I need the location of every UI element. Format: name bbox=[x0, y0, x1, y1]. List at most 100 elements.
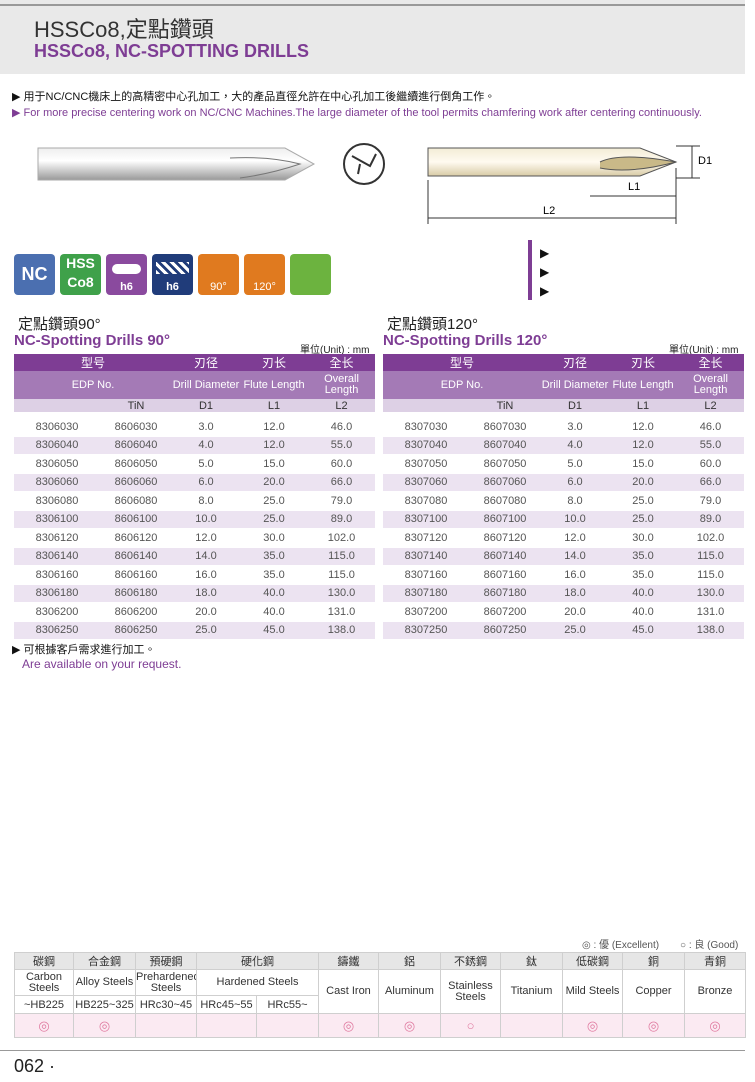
data-row: 8307160 8607160 16.0 35.0 115.0 bbox=[383, 565, 745, 585]
data-cell: 8307140 bbox=[383, 547, 469, 566]
data-cell: 46.0 bbox=[677, 418, 745, 437]
data-cell: 8306030 bbox=[14, 418, 100, 437]
icon-shank-shape bbox=[112, 264, 141, 274]
table-title-zh: 定點鑽頭120° bbox=[387, 316, 479, 333]
data-cell: 4.0 bbox=[172, 436, 241, 455]
table-title-en: NC-Spotting Drills 120° bbox=[383, 332, 548, 349]
data-cell: 60.0 bbox=[308, 454, 376, 474]
header-band bbox=[0, 0, 745, 74]
rating: ○ bbox=[440, 1013, 501, 1038]
data-cell: 8307040 bbox=[383, 436, 469, 455]
data-cell: 12.0 bbox=[609, 436, 678, 455]
data-cell: 3.0 bbox=[172, 418, 241, 437]
data-cell: 3.0 bbox=[541, 418, 610, 437]
data-cell: 25.0 bbox=[609, 510, 678, 529]
hardness-row: ~HB225 HB225~325 HRc30~45 HRc45~55 HRc55~ bbox=[14, 995, 746, 1014]
material-zh: 碳鋼 bbox=[14, 952, 74, 970]
data-cell: 55.0 bbox=[308, 436, 376, 455]
data-cell: 20.0 bbox=[541, 602, 610, 622]
data-row: 8306050 8606050 5.0 15.0 60.0 bbox=[14, 454, 376, 474]
note-en: Are available on your request. bbox=[22, 657, 182, 671]
drill-photo bbox=[37, 147, 316, 181]
dim-l2: L2 bbox=[543, 205, 555, 217]
data-cell: 8306180 bbox=[14, 584, 100, 603]
spacer-row bbox=[14, 412, 376, 418]
data-cell: 8307030 bbox=[383, 418, 469, 437]
material-zh: 合金鋼 bbox=[73, 952, 136, 970]
hardness: HRc55~ bbox=[256, 995, 319, 1014]
header-cell: L1 bbox=[609, 399, 678, 412]
data-cell: 10.0 bbox=[172, 510, 241, 529]
data-row: 8306180 8606180 18.0 40.0 130.0 bbox=[14, 584, 376, 603]
header-cell: 刃径 bbox=[541, 354, 610, 371]
data-cell: 10.0 bbox=[541, 510, 610, 529]
legend-excellent: ◎ : 優 (Excellent) bbox=[582, 940, 660, 951]
end-view bbox=[343, 143, 385, 185]
data-cell: 15.0 bbox=[240, 454, 309, 474]
arrows: ▶ ▶ ▶ bbox=[540, 246, 550, 298]
header-cell: Drill Diameter bbox=[172, 371, 241, 399]
header-cell bbox=[383, 399, 469, 412]
hardness: ~HB225 bbox=[14, 995, 74, 1014]
data-cell: 30.0 bbox=[609, 528, 678, 548]
legend-good: ○ : 良 (Good) bbox=[680, 940, 739, 951]
rating bbox=[500, 1013, 563, 1038]
data-cell: 40.0 bbox=[240, 602, 309, 622]
data-row: 8306030 8606030 3.0 12.0 46.0 bbox=[14, 418, 376, 437]
data-cell: 15.0 bbox=[609, 454, 678, 474]
material-en: Cast Iron bbox=[318, 969, 379, 1014]
data-cell: 5.0 bbox=[172, 454, 241, 474]
spacer bbox=[383, 412, 745, 418]
data-cell: 8607060 bbox=[469, 473, 542, 492]
data-cell: 8307200 bbox=[383, 602, 469, 622]
header-cell: D1 bbox=[172, 399, 241, 412]
dim-d1: D1 bbox=[698, 155, 712, 167]
subtitle: HSSCo8, NC-SPOTTING DRILLS bbox=[34, 41, 310, 61]
data-cell: 102.0 bbox=[677, 528, 745, 548]
icon-co8-text: Co8 bbox=[67, 274, 94, 290]
data-cell: 6.0 bbox=[172, 473, 241, 492]
en-row: Carbon Steels Alloy Steels Prehardened Ste… bbox=[14, 969, 746, 1014]
data-cell: 8606120 bbox=[100, 528, 173, 548]
header-cell: Flute Length bbox=[240, 371, 309, 399]
data-cell: 25.0 bbox=[172, 621, 241, 640]
data-cell: 8607040 bbox=[469, 436, 542, 455]
data-cell: 8306140 bbox=[14, 547, 100, 566]
data-row: 8307200 8607200 20.0 40.0 131.0 bbox=[383, 602, 745, 622]
header-cell: L2 bbox=[677, 399, 745, 412]
data-cell: 8307050 bbox=[383, 454, 469, 474]
material-en: Stainless Steels bbox=[440, 969, 501, 1014]
intro-en: ▶ For more precise centering work on NC/… bbox=[12, 107, 702, 119]
data-cell: 138.0 bbox=[308, 621, 376, 640]
intro-zh-text: 用于NC/CNC機床上的高精密中心孔加工，大的產品直徑允許在中心孔加工後繼續進行… bbox=[23, 91, 496, 103]
material-en: Prehardened Steels bbox=[135, 969, 197, 996]
dim-l1: L1 bbox=[628, 181, 640, 193]
header-cell: TiN bbox=[469, 399, 542, 412]
hardness: HRc45~55 bbox=[196, 995, 257, 1014]
data-cell: 8606030 bbox=[100, 418, 173, 437]
data-row: 8307140 8607140 14.0 35.0 115.0 bbox=[383, 547, 745, 566]
data-cell: 89.0 bbox=[308, 510, 376, 529]
data-cell: 16.0 bbox=[172, 565, 241, 585]
data-cell: 8.0 bbox=[541, 491, 610, 511]
icon-shank: h6 bbox=[106, 254, 147, 295]
icon-90-text: 90° bbox=[210, 281, 227, 293]
material-en: Titanium bbox=[500, 969, 563, 1014]
data-row: 8306160 8606160 16.0 35.0 115.0 bbox=[14, 565, 376, 585]
data-cell: 4.0 bbox=[541, 436, 610, 455]
material-en: Hardened Steels bbox=[196, 969, 319, 996]
hardness: HB225~325 bbox=[73, 995, 136, 1014]
data-cell: 8306120 bbox=[14, 528, 100, 548]
title: HSSCo8,定點鑽頭 bbox=[34, 17, 214, 42]
data-cell: 8606040 bbox=[100, 436, 173, 455]
data-cell: 8607200 bbox=[469, 602, 542, 622]
intro-zh: ▶ 用于NC/CNC機床上的高精密中心孔加工，大的產品直徑允許在中心孔加工後繼續… bbox=[12, 91, 496, 103]
data-cell: 8306100 bbox=[14, 510, 100, 529]
data-row: 8307050 8607050 5.0 15.0 60.0 bbox=[383, 454, 745, 474]
unit-label: 單位(Unit) : mm bbox=[300, 345, 370, 356]
material-zh: 銅 bbox=[622, 952, 685, 970]
data-cell: 8307250 bbox=[383, 621, 469, 640]
data-row: 8307250 8607250 25.0 45.0 138.0 bbox=[383, 621, 745, 640]
data-cell: 115.0 bbox=[308, 565, 376, 585]
